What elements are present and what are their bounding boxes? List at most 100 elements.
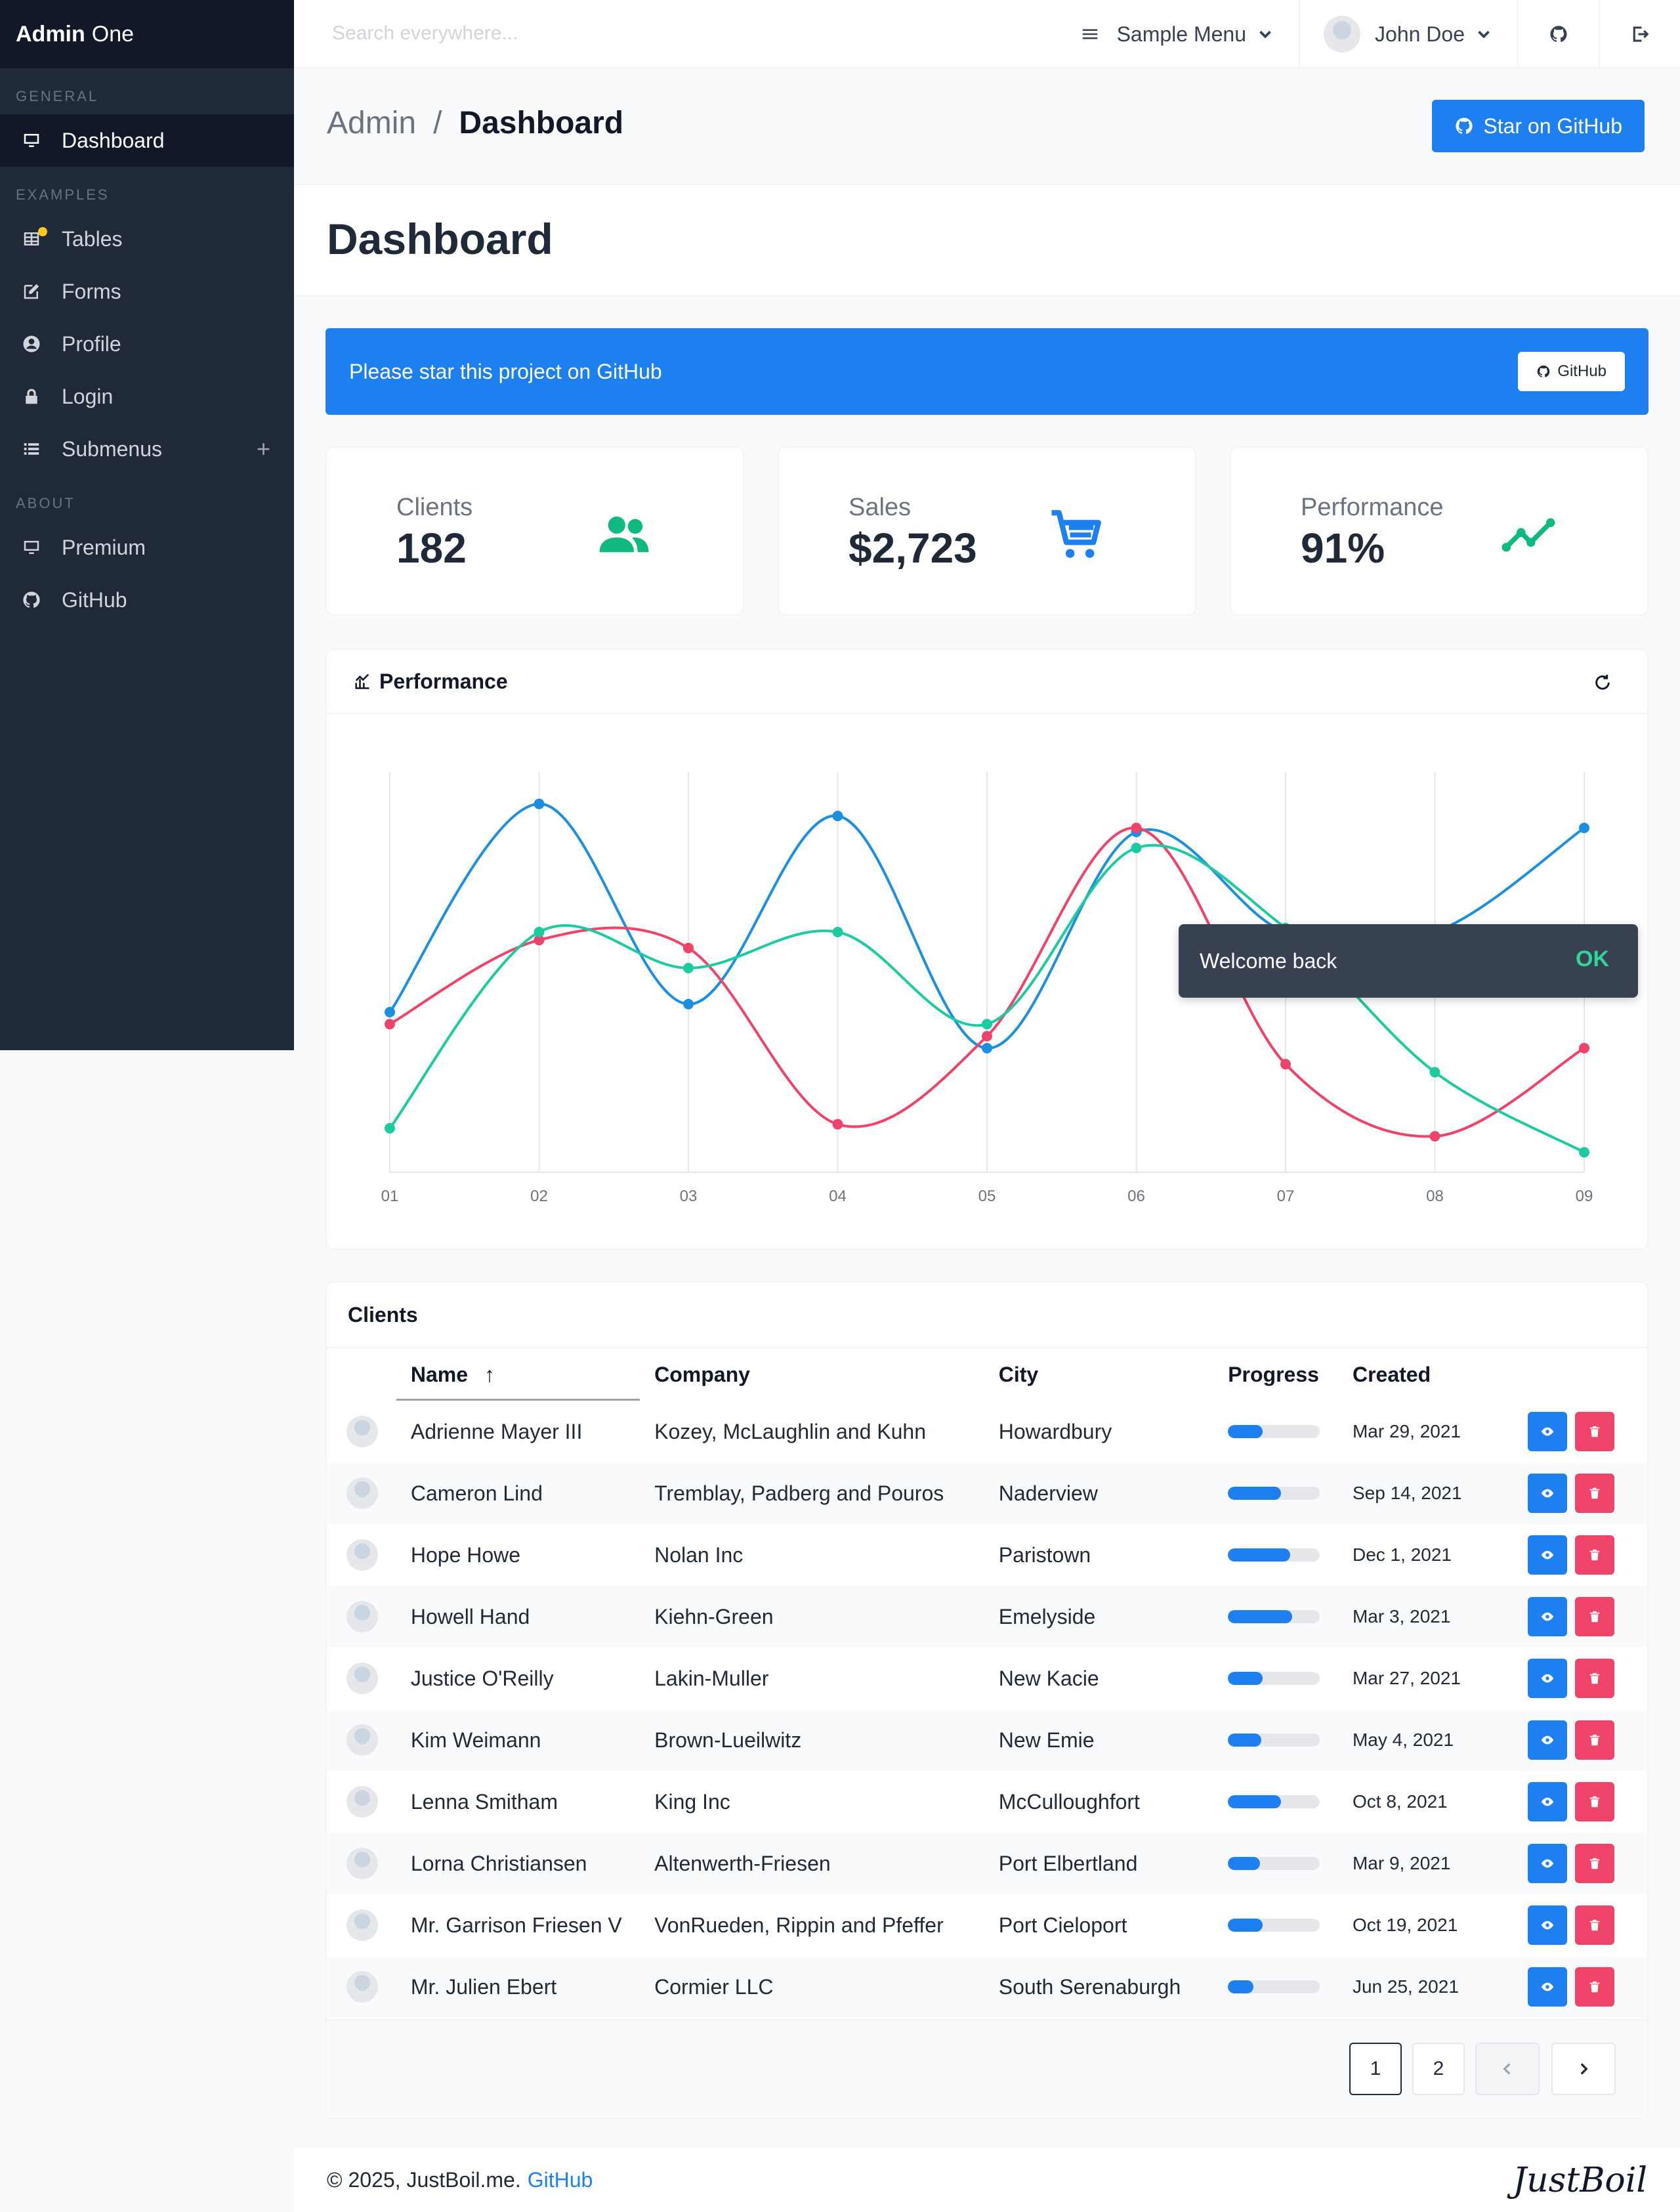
data-point[interactable]	[385, 1007, 395, 1017]
cell-company: Lakin-Muller	[654, 1666, 769, 1690]
sidebar-item-login[interactable]: Login	[0, 370, 294, 423]
view-client-button[interactable]	[1528, 1967, 1568, 2007]
data-point[interactable]	[1579, 1147, 1589, 1158]
data-point[interactable]	[683, 962, 694, 973]
delete-client-button[interactable]	[1575, 1597, 1615, 1636]
star-on-github-button[interactable]: Star on GitHub	[1432, 100, 1645, 152]
delete-client-button[interactable]	[1575, 1474, 1615, 1513]
data-point[interactable]	[534, 927, 545, 937]
data-point[interactable]	[832, 927, 843, 937]
brand-logo[interactable]: Admin One	[0, 0, 294, 68]
page-button-1[interactable]: 1	[1349, 2043, 1402, 2095]
data-point[interactable]	[1429, 1131, 1440, 1142]
view-client-button[interactable]	[1528, 1412, 1568, 1451]
progress-bar	[1228, 1733, 1320, 1747]
refresh-icon[interactable]	[1592, 672, 1613, 693]
trash-icon	[1590, 1919, 1600, 1931]
sidebar-item-profile[interactable]: Profile	[0, 318, 294, 370]
stat-label: Sales	[849, 494, 912, 521]
data-point[interactable]	[385, 1019, 395, 1030]
trash-icon	[1590, 1796, 1600, 1808]
data-point[interactable]	[385, 1122, 395, 1134]
delete-client-button[interactable]	[1575, 1720, 1615, 1760]
sidebar-item-forms[interactable]: Forms	[0, 265, 294, 318]
footer-github-link[interactable]: GitHub	[527, 2167, 593, 2192]
th-created[interactable]: Created	[1352, 1362, 1431, 1386]
data-point[interactable]	[534, 935, 545, 946]
sample-menu-dropdown[interactable]: Sample Menu	[1057, 0, 1301, 68]
view-client-button[interactable]	[1528, 1535, 1568, 1575]
data-point[interactable]	[832, 1118, 843, 1130]
progress-fill	[1228, 1980, 1254, 1993]
avatar-cell	[327, 1462, 396, 1524]
prev-page-button[interactable]	[1475, 2043, 1540, 2095]
logout-button[interactable]	[1600, 0, 1680, 68]
sidebar-item-github[interactable]: GitHub	[0, 574, 294, 626]
cell-city: McCulloughfort	[998, 1789, 1140, 1814]
delete-client-button[interactable]	[1575, 1412, 1615, 1451]
delete-client-button[interactable]	[1575, 1905, 1615, 1945]
th-company[interactable]: Company	[654, 1362, 750, 1386]
justboil-logo[interactable]: JustBoil	[1513, 2161, 1647, 2200]
star-button-label: Star on GitHub	[1483, 114, 1622, 138]
chevron-left-icon	[1503, 2063, 1511, 2075]
data-point[interactable]	[683, 943, 694, 954]
data-point[interactable]	[982, 1031, 992, 1042]
profile-icon	[21, 333, 42, 354]
view-client-button[interactable]	[1528, 1844, 1568, 1883]
github-button[interactable]: GitHub	[1518, 352, 1625, 391]
delete-client-button[interactable]	[1575, 1659, 1615, 1698]
users-icon	[595, 505, 654, 564]
view-client-button[interactable]	[1528, 1597, 1568, 1636]
delete-client-button[interactable]	[1575, 1967, 1615, 2007]
data-point[interactable]	[1280, 1059, 1291, 1070]
search-input[interactable]	[331, 22, 921, 45]
data-point[interactable]	[982, 1042, 992, 1053]
view-client-button[interactable]	[1528, 1720, 1568, 1760]
view-client-button[interactable]	[1528, 1659, 1568, 1698]
data-point[interactable]	[683, 998, 694, 1010]
avatar	[346, 1909, 378, 1941]
delete-client-button[interactable]	[1575, 1844, 1615, 1883]
data-point[interactable]	[1131, 822, 1142, 834]
data-point[interactable]	[1429, 1067, 1440, 1078]
data-point[interactable]	[534, 798, 545, 809]
chart-icon	[355, 673, 369, 689]
data-point[interactable]	[832, 811, 843, 822]
data-point[interactable]	[1579, 1042, 1589, 1053]
sidebar-item-dashboard[interactable]: Dashboard	[0, 114, 294, 167]
cell-progress	[1228, 1401, 1353, 1462]
data-point[interactable]	[1579, 822, 1589, 834]
view-client-button[interactable]	[1528, 1474, 1568, 1513]
view-client-button[interactable]	[1528, 1905, 1568, 1945]
delete-client-button[interactable]	[1575, 1535, 1615, 1575]
delete-client-button[interactable]	[1575, 1782, 1615, 1821]
eye-icon	[1542, 1797, 1554, 1806]
plus-icon[interactable]: +	[256, 435, 270, 462]
table-row: Lenna Smitham King Inc McCulloughfort Oct 8…	[327, 1771, 1647, 1833]
progress-fill	[1228, 1548, 1291, 1562]
toast-ok-button[interactable]: OK	[1576, 946, 1609, 971]
page-button-2[interactable]: 2	[1412, 2043, 1465, 2095]
data-point[interactable]	[1131, 842, 1142, 853]
sidebar-item-tables[interactable]: Tables	[0, 213, 294, 265]
avatar	[346, 1539, 378, 1571]
th-city[interactable]: City	[998, 1362, 1039, 1386]
user-menu-dropdown[interactable]: John Doe	[1300, 0, 1519, 68]
data-point[interactable]	[982, 1019, 992, 1030]
eye-icon	[1542, 1921, 1554, 1930]
stat-value: 91%	[1301, 524, 1385, 572]
next-page-button[interactable]	[1551, 2043, 1616, 2095]
th-progress[interactable]: Progress	[1228, 1362, 1319, 1386]
github-nav-button[interactable]	[1519, 0, 1600, 68]
sidebar-item-premium[interactable]: Premium	[0, 521, 294, 574]
view-client-button[interactable]	[1528, 1782, 1568, 1821]
breadcrumb-root[interactable]: Admin	[327, 106, 417, 140]
progress-fill	[1228, 1610, 1293, 1623]
stat-card-sales: Sales $2,723	[778, 446, 1196, 616]
cell-name: Mr. Garrison Friesen V	[410, 1913, 622, 1937]
th-name[interactable]: Name ↑	[396, 1348, 654, 1401]
sidebar-item-submenus[interactable]: Submenus +	[0, 423, 294, 475]
cell-company: King Inc	[654, 1789, 730, 1814]
chevron-down-icon	[1259, 30, 1271, 39]
